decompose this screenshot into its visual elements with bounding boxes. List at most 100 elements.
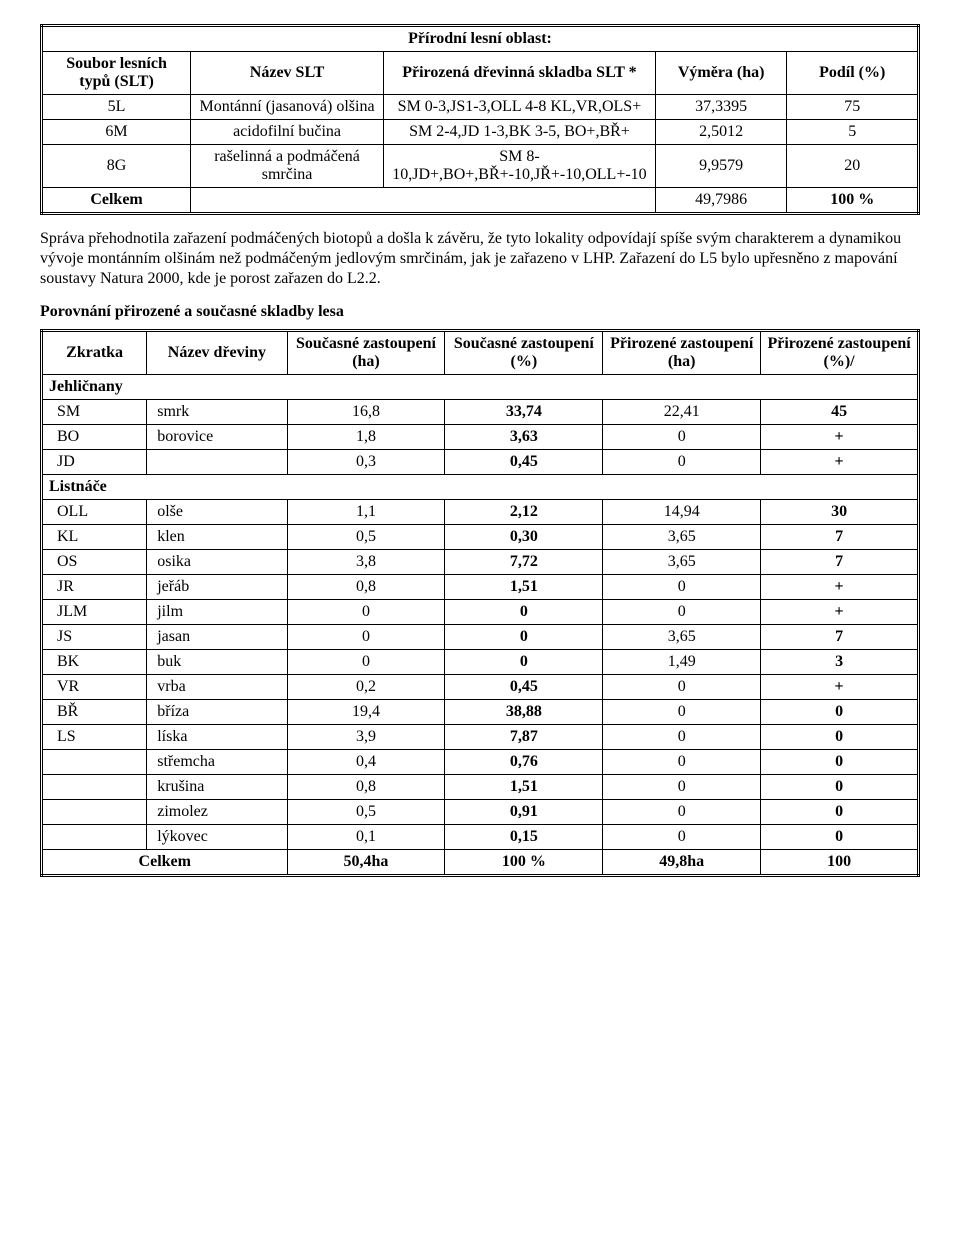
cell: střemcha [147,750,287,775]
cell: jilm [147,600,287,625]
t1-h2: Název SLT [191,52,384,95]
table-row: KLklen0,50,303,657 [42,525,919,550]
table-row: BŘbříza19,438,8800 [42,700,919,725]
cell: 0,76 [445,750,603,775]
t1-h3: Přirozená dřevinná skladba SLT * [384,52,656,95]
cell: SM [42,400,147,425]
cell: 7,87 [445,725,603,750]
table1-total-row: Celkem 49,7986 100 % [42,188,919,214]
cell: 3,63 [445,425,603,450]
cell: 0,45 [445,450,603,475]
cell: VR [42,675,147,700]
t2-h1: Zkratka [42,331,147,375]
cell: 0 [445,650,603,675]
cell: BO [42,425,147,450]
table-row: lýkovec0,10,1500 [42,825,919,850]
cell: 0 [603,825,761,850]
cell: + [761,600,919,625]
cell: 30 [761,500,919,525]
cell: líska [147,725,287,750]
explanatory-paragraph: Správa přehodnotila zařazení podmáčených… [40,229,920,289]
cell: 0 [603,575,761,600]
cell: 0 [603,750,761,775]
forest-area-table: Přírodní lesní oblast: Soubor lesních ty… [40,24,920,215]
cell: 0 [287,625,445,650]
cell: 3,65 [603,625,761,650]
cell: vrba [147,675,287,700]
cell: 0 [603,800,761,825]
cell: JD [42,450,147,475]
cell: 0 [603,775,761,800]
cell: 0,8 [287,575,445,600]
cell: 0 [603,425,761,450]
cell: borovice [147,425,287,450]
cell: 3,65 [603,550,761,575]
cell: 0,1 [287,825,445,850]
cell: JR [42,575,147,600]
t2-h4: Současné zastoupení (%) [445,331,603,375]
cell: bříza [147,700,287,725]
cell: jasan [147,625,287,650]
cell: 0,30 [445,525,603,550]
cell [42,800,147,825]
cell: LS [42,725,147,750]
cell: 0 [761,750,919,775]
cell: 14,94 [603,500,761,525]
cell: krušina [147,775,287,800]
cell: zimolez [147,800,287,825]
cell: 0 [603,700,761,725]
cell: OS [42,550,147,575]
cell: 3,9 [287,725,445,750]
cell: jeřáb [147,575,287,600]
cell: smrk [147,400,287,425]
table-row: BKbuk001,493 [42,650,919,675]
cell: 0,2 [287,675,445,700]
cell: 3 [761,650,919,675]
cell: JLM [42,600,147,625]
cell: + [761,575,919,600]
cell: 0 [761,700,919,725]
cell: 0,3 [287,450,445,475]
cell: 7 [761,525,919,550]
cell: 19,4 [287,700,445,725]
species-comparison-table: Zkratka Název dřeviny Současné zastoupen… [40,329,920,877]
t2-h2: Název dřeviny [147,331,287,375]
t1-h5: Podíl (%) [787,52,919,95]
table-row: JD 0,30,450+ [42,450,919,475]
cell: + [761,450,919,475]
cell: 3,65 [603,525,761,550]
cell: 0 [445,600,603,625]
cell: 2,12 [445,500,603,525]
cell: 0 [761,800,919,825]
cell: 0,5 [287,800,445,825]
cell: 16,8 [287,400,445,425]
cell: BK [42,650,147,675]
group-deciduous: Listnáče [42,475,919,500]
cell: 0 [603,450,761,475]
table1-title: Přírodní lesní oblast: [42,26,919,52]
cell: 1,8 [287,425,445,450]
cell: 7 [761,625,919,650]
cell: 0,8 [287,775,445,800]
table-row: střemcha0,40,7600 [42,750,919,775]
cell: 0 [287,650,445,675]
cell [42,750,147,775]
cell: 7,72 [445,550,603,575]
cell: + [761,675,919,700]
cell: 0 [603,675,761,700]
cell: 1,1 [287,500,445,525]
cell: 38,88 [445,700,603,725]
table-row: BOborovice1,83,630+ [42,425,919,450]
table-row: zimolez0,50,9100 [42,800,919,825]
cell: BŘ [42,700,147,725]
cell [147,450,287,475]
cell: 45 [761,400,919,425]
table-row: krušina0,81,5100 [42,775,919,800]
t2-h5: Přirozené zastoupení (ha) [603,331,761,375]
cell: osika [147,550,287,575]
cell: lýkovec [147,825,287,850]
section-title: Porovnání přirozené a současné skladby l… [40,303,920,321]
t1-h1: Soubor lesních typů (SLT) [42,52,191,95]
cell [42,825,147,850]
cell: 0,5 [287,525,445,550]
